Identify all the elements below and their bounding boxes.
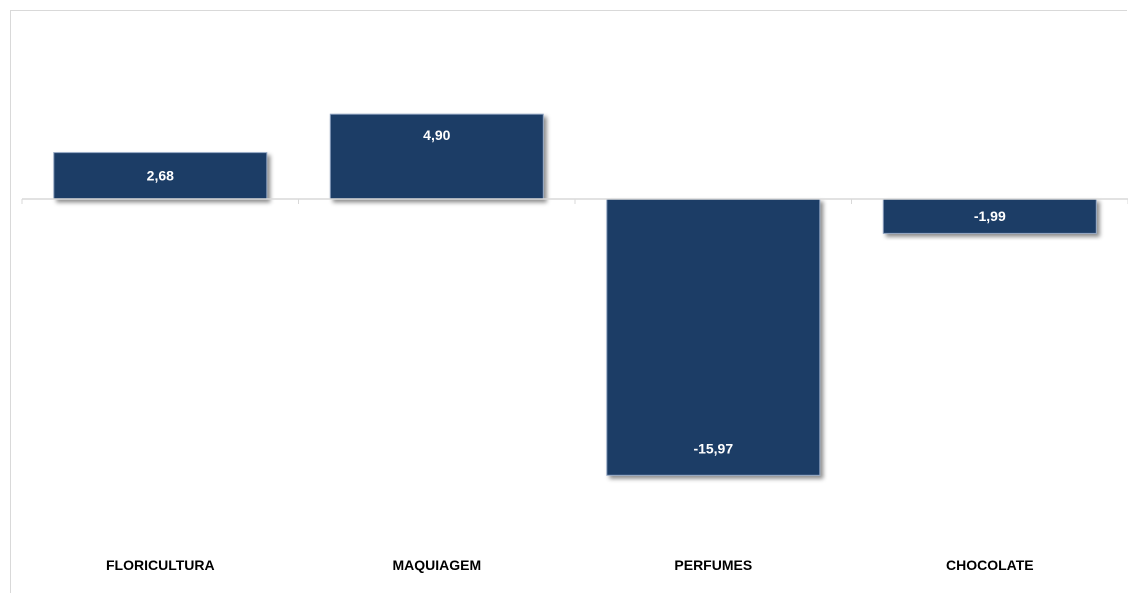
- data-label-maquiagem: 4,90: [423, 127, 450, 143]
- labels-layer: 2,68 FLORICULTURA 4,90 MAQUIAGEM -15,97 PERFU…: [106, 127, 1034, 573]
- bar-perfumes: [606, 198, 821, 476]
- bars-layer: [53, 113, 1097, 476]
- chart-frame: [10, 10, 1127, 593]
- category-label-perfumes: PERFUMES: [674, 557, 752, 573]
- bar-maquiagem: [329, 113, 544, 200]
- data-label-floricultura: 2,68: [147, 168, 174, 184]
- category-label-floricultura: FLORICULTURA: [106, 557, 215, 573]
- data-label-perfumes: -15,97: [693, 440, 733, 456]
- category-label-chocolate: CHOCOLATE: [946, 557, 1034, 573]
- bar-floricultura: [53, 152, 268, 200]
- category-label-maquiagem: MAQUIAGEM: [392, 557, 481, 573]
- axis-layer: [21, 198, 1128, 204]
- data-label-chocolate: -1,99: [974, 208, 1006, 224]
- bar-chocolate: [882, 198, 1097, 234]
